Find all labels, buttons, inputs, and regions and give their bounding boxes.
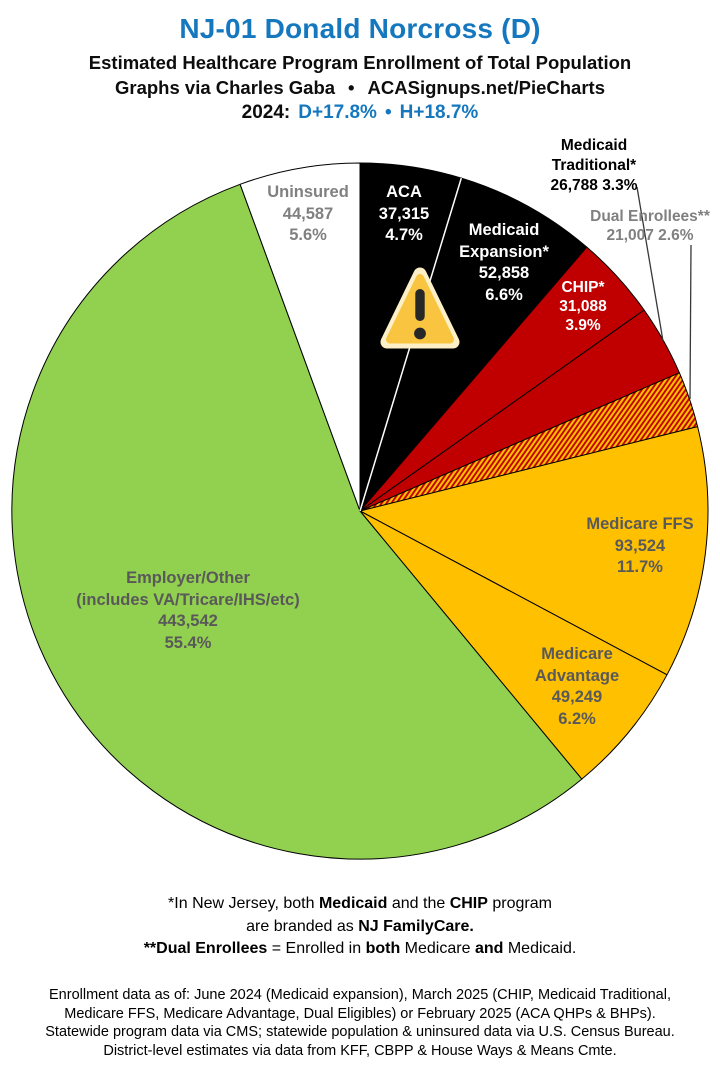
pie-slice-medicare-advantage	[359, 510, 668, 780]
margin-h-value: H+18.7%	[399, 102, 479, 123]
source-line-1: Enrollment data as of: June 2024 (Medica…	[49, 987, 671, 1003]
source-line-2: Medicare FFS, Medicare Advantage, Dual E…	[64, 1005, 656, 1022]
pie-slice-employer-other-includes-va-tricare-ihs-etc	[11, 183, 583, 860]
pie-chart	[11, 162, 709, 860]
credit-author: Graphs via Charles Gaba	[115, 77, 336, 98]
pie-slice-medicaid-expansion	[359, 177, 588, 512]
warning-icon	[380, 267, 460, 349]
pie-slice-medicare-ffs	[359, 426, 709, 676]
warning-exclamation-dot	[414, 327, 426, 340]
source-line-4: District-level estimates via data from K…	[103, 1042, 617, 1059]
footnote-line-3: **Dual Enrollees = Enrolled in both Medi…	[143, 940, 577, 957]
pie-slice-uninsured	[239, 162, 361, 512]
footnote-line-2: are branded as NJ FamilyCare.	[246, 918, 474, 935]
credit-line: Graphs via Charles Gaba • ACASignups.net…	[0, 77, 720, 99]
year-label: 2024:	[241, 102, 291, 123]
partisan-lean-line: 2024: D+17.8% • H+18.7%	[0, 102, 720, 124]
bullet-separator: •	[348, 77, 355, 98]
pie-slices	[11, 162, 709, 860]
warning-exclamation-bar	[415, 289, 425, 321]
footnote-line-1: *In New Jersey, both Medicaid and the CH…	[168, 895, 552, 912]
source-note: Enrollment data as of: June 2024 (Medica…	[0, 986, 720, 1060]
dual-enrollees-leader-line	[689, 244, 692, 400]
chart-subtitle: Estimated Healthcare Program Enrollment …	[88, 52, 632, 73]
credit-site: ACASignups.net/PieCharts	[367, 77, 605, 98]
page-title: NJ-01 Donald Norcross (D)	[179, 13, 541, 44]
medicaid-traditional-leader-line	[636, 186, 664, 342]
bullet-separator: •	[384, 102, 392, 123]
margin-d-value: D+17.8%	[298, 102, 377, 123]
source-line-3: Statewide program data via CMS; statewid…	[45, 1024, 675, 1040]
